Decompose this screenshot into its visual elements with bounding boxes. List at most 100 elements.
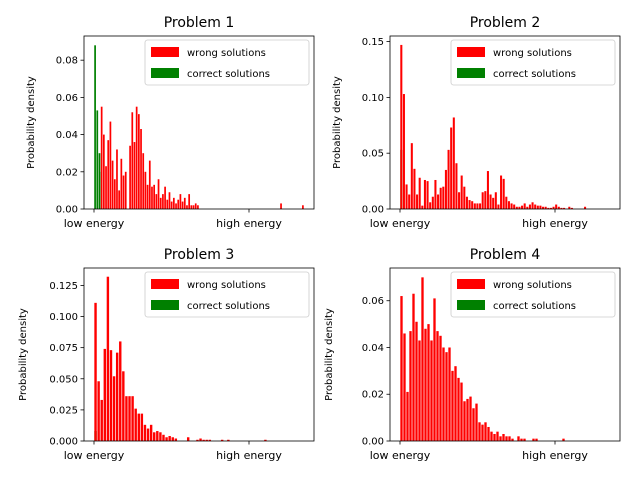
bar-wrong [511,438,514,441]
bar-wrong [457,377,460,441]
y-tick-label: 0.08 [56,56,78,67]
bar-wrong [264,439,267,441]
bar-wrong [196,439,199,441]
bar-wrong [484,422,487,441]
bar-wrong [227,439,230,441]
bar-wrong [146,184,149,209]
y-tick-label: 0.00 [56,205,78,216]
legend-box [450,271,616,318]
bar-wrong [523,203,526,209]
bar-wrong [131,112,134,209]
y-tick-label: 0.050 [49,374,78,385]
bar-wrong [143,424,147,441]
bar-wrong [492,197,495,209]
bar-wrong [416,194,419,209]
y-tick-label: 0.06 [362,296,384,307]
bars [94,45,304,209]
bar-wrong [162,194,164,209]
bar-wrong [497,204,500,209]
bar-wrong [536,205,539,209]
bar-wrong [408,194,411,209]
bar-wrong [142,153,145,209]
bar-wrong [465,196,468,209]
legend-swatch [151,300,179,310]
bar-wrong [552,206,555,209]
x-tick-label: high energy [522,217,588,230]
y-tick-label: 0.10 [362,93,384,104]
bar-wrong [469,396,472,441]
bar-wrong [489,194,492,209]
bar-wrong [119,341,122,441]
y-axis-label: Probability density [26,76,37,169]
y-tick-label: 0.05 [362,149,384,160]
bar-wrong [220,439,224,441]
bar-wrong [105,166,107,209]
bar-wrong [466,398,469,441]
bars [400,277,565,441]
bar-wrong [418,340,421,441]
bar-wrong [124,171,127,209]
bar-wrong [520,438,523,441]
bar-wrong [557,206,560,209]
bar-wrong [568,206,571,209]
bar-wrong [137,413,140,441]
bar-wrong [490,431,493,441]
bar-wrong [515,206,518,209]
bar-wrong [434,179,437,209]
bar-wrong [549,207,552,209]
bar-wrong [144,171,147,209]
legend-label: wrong solutions [493,48,572,59]
bar-wrong [423,179,426,209]
chart-title: Problem 2 [470,15,541,31]
x-tick-label: low energy [64,449,125,462]
bar-wrong [535,438,538,441]
bar-wrong [437,194,440,209]
bar-wrong [97,381,100,441]
bar-wrong [479,203,482,209]
legend-label: correct solutions [187,301,270,312]
bar-wrong [429,202,432,209]
bar-wrong [94,302,97,441]
bar-wrong [116,149,118,209]
bar-wrong [421,277,424,441]
bar-wrong [448,347,451,441]
bar-wrong [475,403,478,441]
bar-wrong [134,408,137,441]
legend-label: wrong solutions [493,280,572,291]
bar-wrong [151,186,153,209]
bar-wrong [451,370,454,441]
bar-wrong [133,142,136,209]
bar-wrong [507,201,510,209]
bar-wrong [555,204,558,209]
bar-wrong [109,121,112,209]
legend-swatch [457,300,485,310]
subplot-4: Problem 4 0.00 0.02 0.04 0.06 Probability den… [324,247,621,462]
bar-wrong [174,438,178,441]
legend-label: correct solutions [493,301,576,312]
bar-wrong [179,194,182,209]
bar-wrong [513,204,516,209]
bar-wrong [468,200,471,209]
subplot-3: Problem 3 0.000 0.025 0.050 0.075 0.100 0.125 P… [18,247,315,462]
bar-wrong [415,321,418,441]
axes-frame [389,267,621,442]
bar-wrong [454,366,457,441]
bar-wrong [188,194,191,209]
bar-wrong [192,205,195,209]
bar-wrong [539,205,542,209]
bar-wrong [129,145,131,209]
legend-label: wrong solutions [187,280,266,291]
bar-wrong [476,203,479,209]
bar-wrong [418,177,421,209]
bar-wrong [403,333,406,441]
bar-wrong [542,206,545,209]
x-tick-label: high energy [216,217,282,230]
bar-wrong [500,175,503,209]
chart-title: Problem 4 [470,247,541,263]
legend-box [450,39,616,86]
bar-wrong [137,114,140,209]
bar-wrong [431,196,434,209]
bar-wrong [165,437,168,441]
bar-correct [96,110,99,209]
bar-wrong [484,191,487,209]
